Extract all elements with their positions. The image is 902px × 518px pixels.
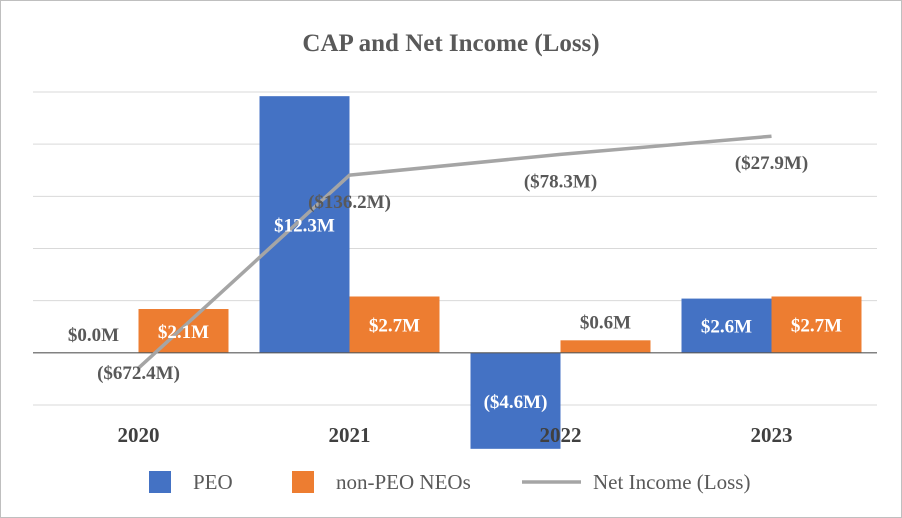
x-tick-2020: 2020 bbox=[118, 423, 160, 447]
legend-label-net-income-loss: Net Income (Loss) bbox=[593, 470, 750, 494]
data-label-peo-2023: $2.6M bbox=[701, 317, 752, 338]
data-label-non-peo-neos-2020: $2.1M bbox=[158, 322, 209, 343]
legend: PEO non-PEO NEOs Net Income (Loss) bbox=[149, 470, 750, 494]
bar-peo-2022 bbox=[470, 352, 561, 449]
bar-non-peo-neos-2021 bbox=[349, 296, 440, 353]
legend-swatch-non-peo-neos bbox=[292, 471, 314, 493]
data-label-peo-2021: $12.3M bbox=[274, 216, 335, 237]
line-net-income-loss bbox=[137, 134, 772, 370]
data-label-non-peo-neos-2022: $0.6M bbox=[580, 312, 631, 333]
bar-peo-2021 bbox=[259, 96, 350, 353]
data-label-peo-2022: ($4.6M) bbox=[484, 392, 548, 413]
data-label-net-income-loss-2021: ($136.2M) bbox=[308, 192, 391, 213]
legend-label-non-peo-neos: non-PEO NEOs bbox=[336, 470, 471, 494]
legend-label-peo: PEO bbox=[193, 470, 233, 494]
data-label-non-peo-neos-2023: $2.7M bbox=[791, 316, 842, 337]
chart-title: CAP and Net Income (Loss) bbox=[302, 30, 599, 57]
data-label-non-peo-neos-2021: $2.7M bbox=[369, 316, 420, 337]
data-label-peo-2020: $0.0M bbox=[68, 325, 119, 346]
data-label-net-income-loss-2022: ($78.3M) bbox=[524, 171, 597, 192]
x-tick-2022: 2022 bbox=[540, 423, 582, 447]
bars bbox=[138, 96, 862, 449]
data-label-net-income-loss-2020: ($672.4M) bbox=[97, 363, 180, 384]
x-tick-2023: 2023 bbox=[751, 423, 793, 447]
bar-non-peo-neos-2020 bbox=[138, 309, 229, 353]
gridlines bbox=[33, 91, 877, 406]
bar-non-peo-neos-2023 bbox=[771, 296, 862, 353]
x-tick-2021: 2021 bbox=[329, 423, 371, 447]
bar-non-peo-neos-2022 bbox=[560, 340, 651, 353]
net-income-line bbox=[137, 134, 772, 370]
data-labels: $0.0M $2.1M $12.3M $2.7M ($4.6M) $0.6M $2.6M $2… bbox=[68, 153, 842, 413]
legend-swatch-peo bbox=[149, 471, 171, 493]
bar-peo-2023 bbox=[681, 298, 772, 353]
x-axis: 2020 2021 2022 2023 bbox=[33, 352, 877, 447]
data-label-net-income-loss-2023: ($27.9M) bbox=[735, 153, 808, 174]
